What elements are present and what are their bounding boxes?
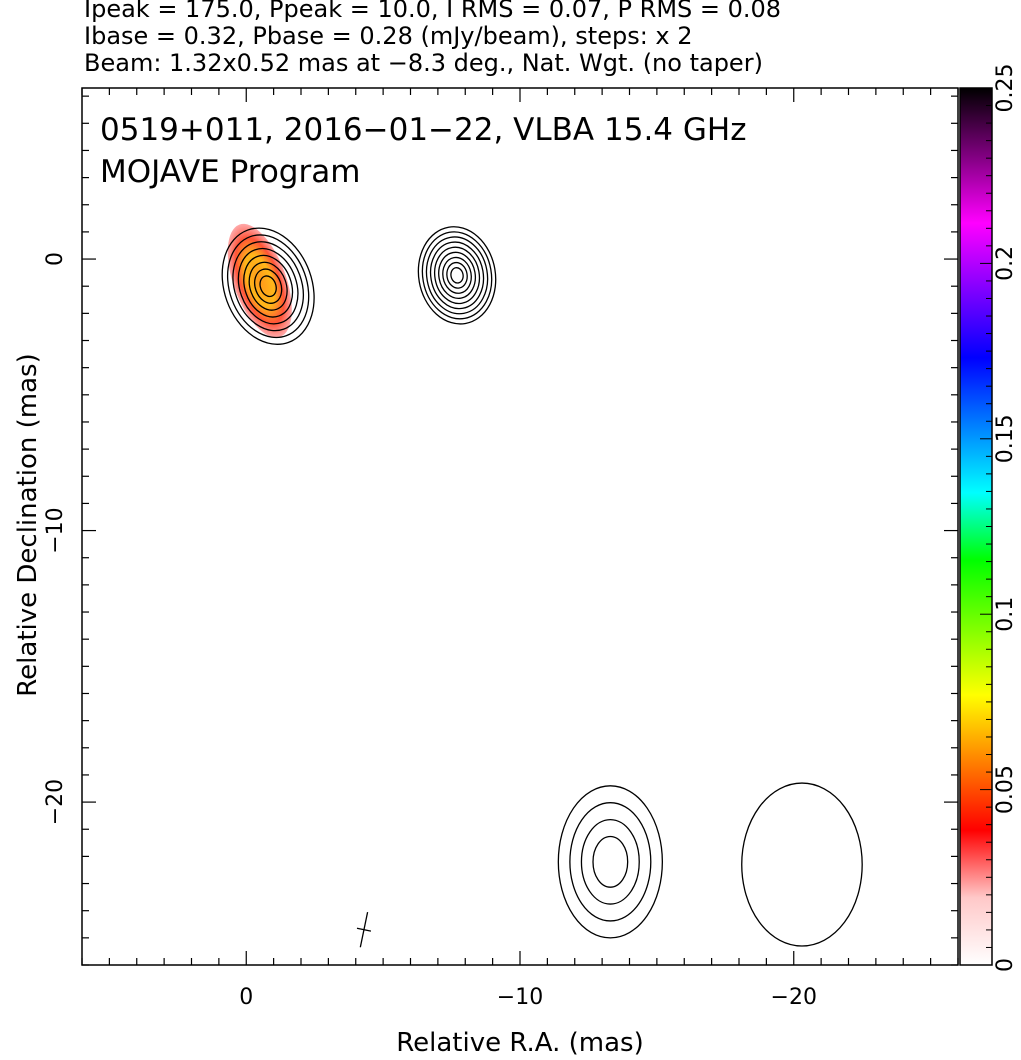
component-south-component — [557, 785, 664, 939]
axis-ticks: 0 −10 −20 0 −10 −20 — [43, 88, 959, 1010]
x-tick-label: −20 — [771, 985, 817, 1010]
contour-core-4 — [237, 247, 299, 325]
contour-core-3 — [232, 241, 304, 332]
plot-title-line-2: MOJAVE Program — [100, 154, 361, 190]
beam-marker — [356, 912, 372, 948]
contour-south-component-4 — [592, 835, 629, 888]
contour-south-component-3 — [580, 818, 640, 905]
y-axis-label: Relative Declination (mas) — [13, 353, 43, 697]
contour-knot-west-3 — [425, 236, 489, 315]
y-tick-label: 0 — [43, 252, 68, 266]
x-tick-label: 0 — [239, 985, 253, 1010]
component-south-west-component — [741, 782, 863, 947]
colorbar-tick-label: 0.05 — [993, 765, 1018, 814]
contour-knot-west-4 — [429, 241, 485, 310]
beam-minor-axis — [356, 927, 372, 932]
x-tick-label: −10 — [497, 985, 543, 1010]
contour-core-1 — [221, 227, 315, 345]
colorbar-tick-label: 0 — [993, 958, 1018, 972]
colorbar-tick-label: 0.2 — [993, 246, 1018, 281]
colorbar-tick-label: 0.1 — [993, 597, 1018, 632]
contour-core-6 — [248, 261, 288, 311]
contour-knot-west-6 — [438, 251, 477, 300]
plot-title-line-1: 0519+011, 2016−01−22, VLBA 15.4 GHz — [100, 112, 747, 148]
y-tick-label: −10 — [43, 507, 68, 553]
contour-core-5 — [243, 254, 294, 318]
contour-knot-west-9 — [450, 267, 464, 284]
colorbar-tick-label: 0.15 — [993, 414, 1018, 463]
contour-south-component-2 — [569, 802, 652, 922]
contour-knot-west-2 — [421, 231, 493, 320]
contour-knot-west-8 — [446, 261, 468, 289]
component-core — [221, 223, 315, 345]
header-line-2: Ibase = 0.32, Pbase = 0.28 (mJy/beam), s… — [84, 22, 693, 50]
colorbar-tick-label: 0.25 — [993, 64, 1018, 113]
contour-core-7 — [253, 268, 283, 304]
component-knot-west — [417, 226, 497, 325]
contour-south-component-1 — [557, 785, 664, 939]
y-tick-label: −20 — [43, 779, 68, 825]
plot-frame — [81, 87, 959, 966]
contour-knot-west-1 — [417, 226, 497, 325]
colorbar: 0 0.05 0.1 0.15 0.2 0.25 — [959, 64, 1018, 972]
contour-knot-west-7 — [442, 256, 472, 294]
contour-core-8 — [259, 275, 277, 298]
contour-south-west-component-1 — [741, 782, 863, 947]
plot-area — [221, 223, 863, 948]
contour-knot-west-5 — [433, 246, 481, 305]
contour-core-2 — [226, 234, 310, 339]
x-axis-label: Relative R.A. (mas) — [396, 1028, 644, 1058]
header-line-3: Beam: 1.32x0.52 mas at −8.3 deg., Nat. W… — [84, 49, 763, 77]
header-line-1: Ipeak = 175.0, Ppeak = 10.0, I RMS = 0.0… — [84, 0, 782, 23]
